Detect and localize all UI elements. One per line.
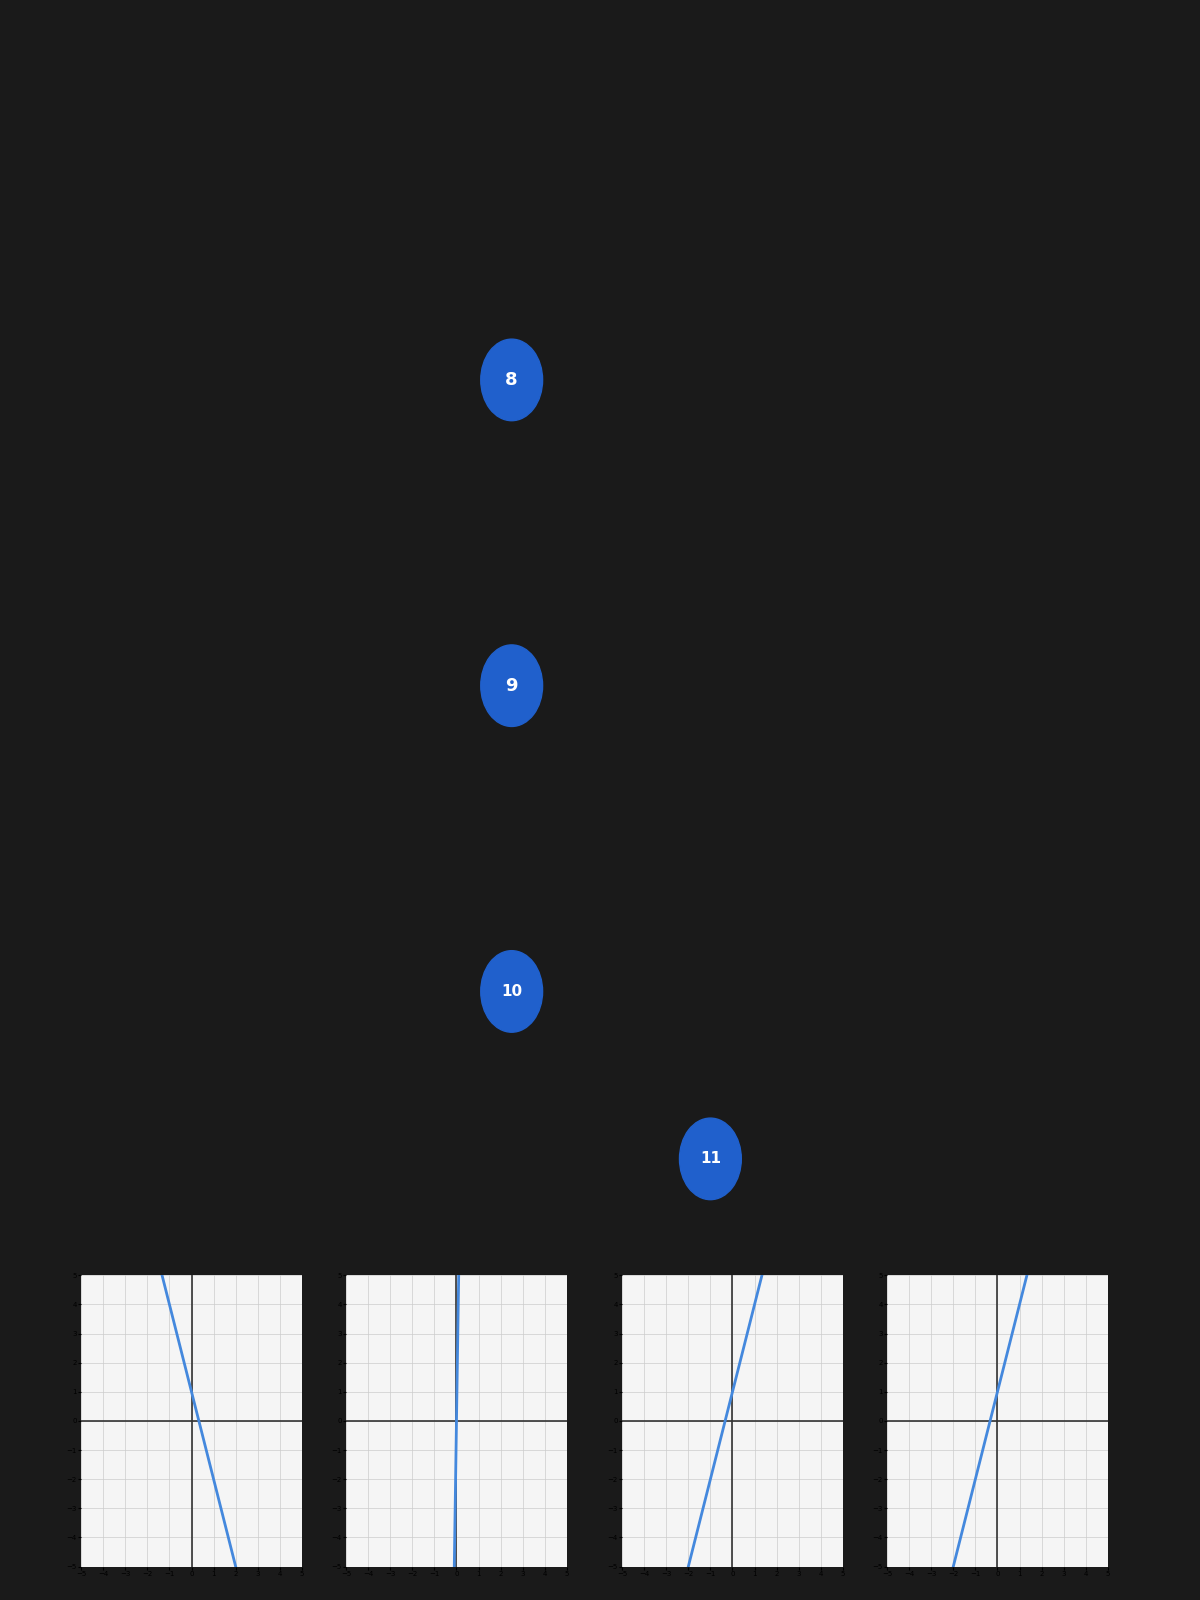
Text: centimeters per week.: centimeters per week. xyxy=(744,227,962,246)
Text: 9)  The y-intercept represents an initial height of: 9) The y-intercept represents an initial… xyxy=(92,533,568,552)
Text: 3: 3 xyxy=(164,347,174,363)
Text: d.  216: d. 216 xyxy=(842,1013,906,1032)
Text: 1: 1 xyxy=(164,299,174,315)
Text: 11: 11 xyxy=(700,1152,721,1166)
Text: 9: 9 xyxy=(505,677,518,694)
Text: d.  10: d. 10 xyxy=(842,707,894,725)
Text: 12: 12 xyxy=(878,445,898,461)
Circle shape xyxy=(481,339,542,421)
Text: weeks for the height to reach 82 centimeters: weeks for the height to reach 82 centime… xyxy=(456,838,899,858)
Text: 10: 10 xyxy=(502,984,522,998)
Text: a.: a. xyxy=(125,307,142,325)
Text: a.  3: a. 3 xyxy=(125,613,166,630)
Circle shape xyxy=(481,950,542,1032)
Text: c.  8: c. 8 xyxy=(842,613,881,630)
Text: 8)  The slope represents a rate of: 8) The slope represents a rate of xyxy=(92,227,419,246)
Text: b.: b. xyxy=(340,1250,360,1267)
Text: 11)   Graph the linear equation  $y = 3x + 1$: 11) Graph the linear equation $y = 3x + … xyxy=(92,1144,503,1168)
Text: b.  3: b. 3 xyxy=(125,402,166,419)
Text: a.: a. xyxy=(76,1250,94,1267)
Text: c.  12: c. 12 xyxy=(842,307,893,325)
Text: centimeters.: centimeters. xyxy=(1008,533,1132,552)
Text: 10)   It takes: 10) It takes xyxy=(92,838,215,858)
Text: d.: d. xyxy=(881,1250,901,1267)
Text: c.: c. xyxy=(616,1250,634,1267)
Text: c.  24: c. 24 xyxy=(842,918,893,936)
Circle shape xyxy=(679,1118,742,1200)
Text: d.: d. xyxy=(842,402,860,419)
Text: a.  6: a. 6 xyxy=(125,918,166,936)
Text: b.  8: b. 8 xyxy=(125,1013,166,1032)
Text: b.  12: b. 12 xyxy=(125,707,176,725)
Circle shape xyxy=(481,645,542,726)
Text: 1: 1 xyxy=(882,395,892,410)
Text: 8: 8 xyxy=(505,371,518,389)
